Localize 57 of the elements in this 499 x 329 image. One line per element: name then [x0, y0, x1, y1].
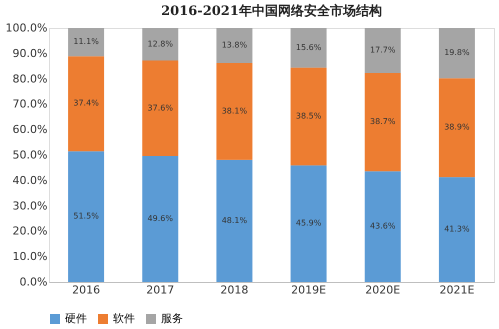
y-tick-label: 60.0% — [12, 123, 48, 136]
y-tick-label: 20.0% — [12, 224, 48, 238]
bar — [290, 28, 327, 68]
x-tick-label: 2016 — [72, 284, 100, 296]
x-tick-label: 2020E — [365, 284, 400, 296]
data-label: 51.5% — [73, 212, 100, 221]
bar — [438, 78, 475, 178]
y-tick-label: 30.0% — [12, 199, 48, 212]
bar — [68, 151, 104, 282]
y-tick-label: 10.0% — [12, 250, 48, 264]
bar — [216, 63, 252, 160]
data-label: 45.9% — [296, 218, 322, 228]
data-label: 49.6% — [148, 214, 174, 224]
legend-label: 硬件 — [65, 312, 87, 325]
data-label: 41.3% — [444, 224, 470, 234]
bar — [290, 68, 327, 166]
chart-title: 2016-2021年中国网络安全市场结构 — [161, 3, 382, 19]
x-tick-label: 2017 — [146, 284, 174, 296]
bar — [364, 72, 401, 172]
data-label: 43.6% — [370, 222, 396, 231]
data-label: 13.8% — [222, 40, 248, 50]
y-tick-label: 40.0% — [12, 174, 48, 187]
y-tick-label: 90.0% — [12, 46, 48, 60]
y-tick-label: 70.0% — [12, 98, 48, 111]
data-label: 48.1% — [222, 216, 248, 225]
data-label: 38.7% — [370, 117, 396, 126]
data-label: 37.6% — [148, 103, 174, 112]
bar — [142, 60, 178, 156]
bar — [290, 165, 327, 282]
data-label: 38.5% — [296, 112, 322, 121]
data-label: 17.7% — [370, 45, 396, 54]
bar — [438, 177, 475, 282]
bar — [438, 28, 475, 78]
data-label: 38.1% — [222, 106, 248, 116]
x-tick-label: 2019E — [291, 284, 326, 296]
x-tick-label: 2021E — [439, 284, 474, 296]
y-tick-label: 0.0% — [20, 276, 48, 288]
bar — [142, 156, 178, 282]
bar — [216, 28, 252, 64]
bar — [68, 28, 104, 56]
y-tick-label: 100.0% — [6, 22, 48, 34]
bar — [68, 56, 104, 152]
legend-label: 软件 — [113, 312, 135, 325]
data-label: 19.8% — [444, 48, 470, 58]
x-tick-label: 2018 — [220, 284, 248, 296]
bar — [364, 171, 401, 282]
data-label: 11.1% — [73, 37, 100, 46]
data-label: 38.9% — [444, 122, 470, 132]
data-label: 12.8% — [148, 39, 174, 48]
bar — [364, 28, 401, 73]
bar — [216, 160, 252, 282]
data-label: 15.6% — [296, 42, 322, 52]
legend-label: 服务 — [161, 312, 183, 325]
data-label: 37.4% — [73, 98, 100, 108]
y-tick-label: 50.0% — [12, 148, 48, 162]
y-tick-label: 80.0% — [12, 72, 48, 86]
bar — [142, 28, 178, 61]
